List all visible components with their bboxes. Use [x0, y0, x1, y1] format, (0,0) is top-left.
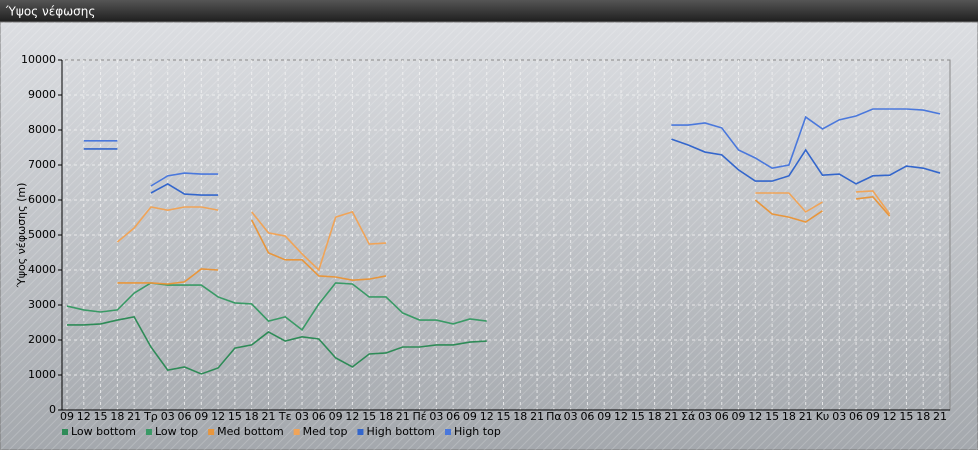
legend-label: High bottom [366, 425, 435, 438]
x-tick-label: 09 [463, 410, 477, 423]
x-tick-label: Πα [546, 410, 562, 423]
x-tick-label: 12 [480, 410, 494, 423]
x-tick-label: 21 [664, 410, 678, 423]
x-tick-label: Τε [278, 410, 292, 423]
x-tick-label: 21 [933, 410, 947, 423]
x-tick-label: 09 [329, 410, 343, 423]
x-tick-label: 21 [127, 410, 141, 423]
x-tick-label: 03 [161, 410, 175, 423]
y-tick-label: 2000 [28, 333, 56, 346]
panel-hatch [0, 22, 978, 450]
x-tick-label: 18 [245, 410, 259, 423]
x-tick-label: 06 [849, 410, 863, 423]
legend-swatch [357, 429, 364, 435]
x-tick-label: 18 [379, 410, 393, 423]
x-tick-label: 03 [429, 410, 443, 423]
series-line [83, 138, 941, 196]
y-tick-label: 6000 [28, 193, 56, 206]
y-tick-label: 5000 [28, 228, 56, 241]
x-tick-label: 18 [110, 410, 124, 423]
x-tick-label: 15 [94, 410, 108, 423]
y-tick-label: 1000 [28, 368, 56, 381]
series-line [83, 108, 941, 187]
x-tick-label: 06 [312, 410, 326, 423]
x-tick-label: 15 [631, 410, 645, 423]
y-tick-label: 9000 [28, 88, 56, 101]
legend-label: Med top [303, 425, 348, 438]
x-tick-label: 06 [715, 410, 729, 423]
x-tick-label: 06 [580, 410, 594, 423]
x-tick-label: 21 [799, 410, 813, 423]
x-tick-label: 12 [883, 410, 897, 423]
series-line [116, 190, 891, 272]
x-tick-label: 03 [832, 410, 846, 423]
x-tick-label: 03 [698, 410, 712, 423]
x-tick-label: 21 [530, 410, 544, 423]
legend-label: Low bottom [71, 425, 136, 438]
window-title: Ύψος νέφωσης [5, 5, 95, 19]
x-tick-label: 12 [614, 410, 628, 423]
y-tick-label: 3000 [28, 298, 56, 311]
series-line [66, 282, 487, 332]
x-tick-label: 12 [211, 410, 225, 423]
x-tick-label: 09 [194, 410, 208, 423]
legend-swatch [145, 429, 152, 435]
legend: Low bottom Low top Med bottom Med top High b… [62, 425, 501, 438]
legend-label: High top [454, 425, 501, 438]
series-line [67, 316, 487, 375]
x-tick-label: 12 [748, 410, 762, 423]
x-tick-label: 18 [916, 410, 930, 423]
x-tick-label: 03 [564, 410, 578, 423]
x-tick-label: 09 [866, 410, 880, 423]
x-tick-label: Κυ [816, 410, 830, 423]
legend-swatch [62, 429, 68, 435]
x-tick-label: 06 [446, 410, 460, 423]
x-tick-label: 21 [396, 410, 410, 423]
x-tick-label: 12 [77, 410, 91, 423]
y-tick-label: 0 [49, 403, 56, 416]
x-tick-label: 12 [345, 410, 359, 423]
x-tick-label: Σά [681, 410, 695, 423]
x-tick-label: 18 [513, 410, 527, 423]
x-tick-label: 15 [497, 410, 511, 423]
legend-label: Med bottom [217, 425, 284, 438]
x-tick-label: 18 [782, 410, 796, 423]
legend-swatch [208, 429, 215, 435]
x-tick-label: 15 [765, 410, 779, 423]
y-tick-label: 8000 [28, 123, 56, 136]
title-bar [0, 0, 978, 22]
legend-swatch [293, 429, 300, 435]
y-tick-label: 7000 [28, 158, 56, 171]
x-tick-label: 15 [228, 410, 242, 423]
y-axis-label: Ύψος νέφωσης (m) [15, 183, 28, 289]
x-tick-label: 15 [362, 410, 376, 423]
x-tick-label: 09 [597, 410, 611, 423]
legend-swatch [445, 429, 451, 435]
series-line [117, 196, 891, 285]
x-tick-label: Τρ [143, 410, 158, 423]
x-tick-label: 18 [648, 410, 662, 423]
x-tick-label: 09 [732, 410, 746, 423]
x-tick-label: 06 [178, 410, 192, 423]
y-tick-label: 10000 [21, 53, 56, 66]
x-tick-label: 03 [295, 410, 309, 423]
x-tick-label: Πέ [412, 410, 426, 423]
x-tick-label: 15 [899, 410, 913, 423]
y-tick-label: 4000 [28, 263, 56, 276]
x-tick-label: 21 [261, 410, 275, 423]
x-tick-label: 09 [60, 410, 74, 423]
legend-label: Low top [155, 425, 198, 438]
